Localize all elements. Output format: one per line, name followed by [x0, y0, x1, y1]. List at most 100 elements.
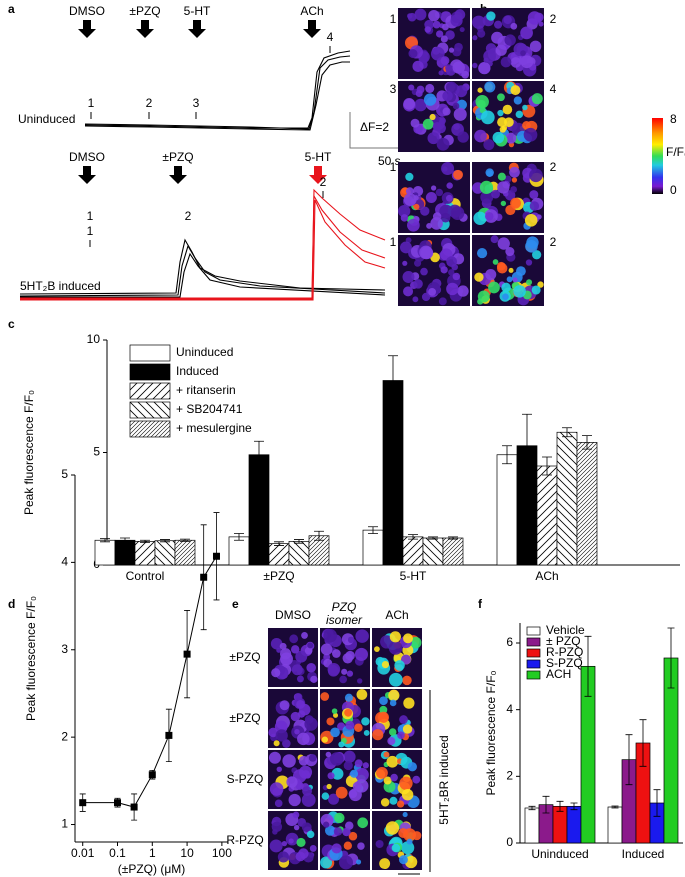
cell: [414, 98, 427, 112]
cell: [301, 631, 308, 639]
cell: [525, 259, 533, 266]
colorbar-label: F/F₀: [666, 145, 685, 159]
timepoint-label: 3: [193, 96, 200, 110]
cell: [330, 727, 340, 738]
cell: [448, 47, 455, 53]
error-bar: [584, 635, 592, 697]
cell: [357, 817, 369, 829]
cell: [420, 246, 434, 260]
cell: [379, 696, 388, 706]
cell: [505, 247, 515, 257]
legend-swatch: [129, 363, 171, 381]
error-bar: [542, 795, 550, 814]
error-bar: [502, 445, 512, 465]
cell: [497, 181, 510, 194]
error-bar: [611, 805, 619, 809]
cell: [445, 30, 455, 40]
cell: [324, 825, 336, 836]
cell: [512, 277, 518, 283]
cell: [279, 648, 292, 660]
cell: [479, 180, 494, 194]
legend-label: S-PZQ: [546, 656, 583, 670]
cell: [410, 199, 416, 205]
cell: [307, 642, 314, 649]
image-label: 2: [550, 12, 557, 26]
cell: [436, 137, 450, 151]
cell: [338, 741, 345, 748]
cell: [413, 279, 423, 289]
row-label: R-PZQ: [226, 833, 263, 847]
cell: [508, 267, 514, 273]
cell: [424, 26, 432, 33]
cell: [428, 287, 437, 296]
x-tick-label: 5-HT: [400, 569, 427, 583]
cell: [329, 752, 344, 766]
error-bar: [100, 538, 110, 543]
legend-swatch: [526, 648, 541, 658]
cell: [383, 776, 392, 785]
cell: [438, 70, 444, 76]
cell: [412, 296, 419, 303]
y-tick-label: 4: [506, 702, 513, 716]
cell: [520, 26, 533, 40]
cell: [377, 711, 389, 723]
scale-x-label: 50 s: [378, 154, 401, 168]
cell: [343, 841, 352, 850]
error-bar: [388, 355, 398, 406]
cell: [407, 218, 420, 232]
image-label: 4: [550, 82, 557, 96]
cell: [326, 783, 332, 790]
cell: [343, 750, 356, 763]
cell: [430, 185, 437, 191]
cell: [510, 197, 521, 209]
cell: [408, 84, 415, 91]
cell: [270, 637, 283, 650]
cell: [331, 649, 341, 658]
cell: [342, 653, 353, 664]
cell: [459, 27, 465, 33]
cell: [536, 214, 542, 220]
cell: [485, 211, 494, 221]
cell: [520, 55, 534, 69]
cell: [291, 664, 303, 676]
cell: [379, 858, 391, 870]
cell: [492, 131, 505, 144]
cell: [331, 843, 342, 854]
cell: [532, 250, 542, 260]
error-bar: [582, 435, 592, 450]
cell: [406, 838, 413, 845]
cell: [297, 732, 310, 746]
cell: [380, 798, 390, 807]
bar: [576, 442, 598, 566]
arrow: [303, 20, 321, 38]
cell: [281, 840, 288, 847]
error-bar: [639, 719, 647, 767]
cell: [356, 678, 363, 684]
treatment-label: ACh: [300, 4, 323, 18]
cell: [452, 272, 461, 281]
cell: [333, 712, 339, 718]
x-tick-label: Control: [126, 569, 165, 583]
cell: [402, 812, 408, 818]
error-bar: [570, 802, 578, 811]
cell: [493, 20, 503, 29]
cell: [504, 34, 516, 46]
cell: [355, 767, 369, 782]
cell: [409, 636, 422, 649]
cell: [488, 281, 500, 294]
cell: [355, 859, 362, 865]
cell: [383, 751, 390, 758]
timepoint-label: 2: [146, 96, 153, 110]
bar: [382, 380, 404, 566]
cell: [510, 85, 521, 96]
arrow: [169, 166, 187, 184]
legend-swatch: [526, 659, 541, 669]
column-header: DMSO: [275, 609, 311, 622]
cell: [296, 837, 306, 848]
cell: [290, 645, 300, 654]
cell: [474, 129, 487, 143]
error-bar: [667, 627, 675, 689]
cell: [450, 206, 465, 220]
column-header: ACh: [385, 609, 408, 622]
